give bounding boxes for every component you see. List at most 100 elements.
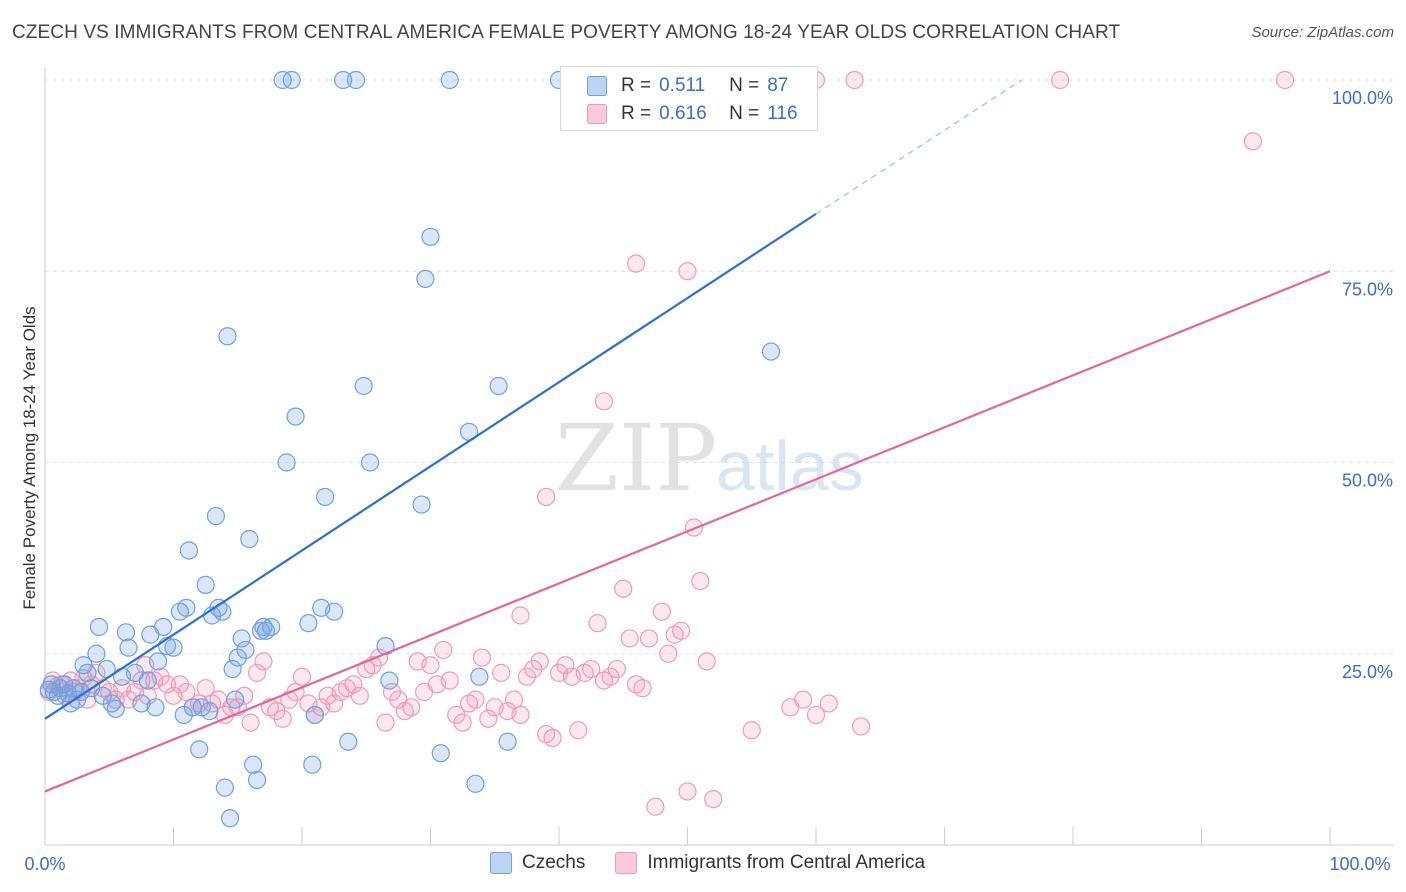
x-tick-label-min: 0.0% xyxy=(24,854,65,874)
watermark-atlas: atlas xyxy=(716,427,864,505)
czechs-point xyxy=(277,453,296,472)
immigrants-point xyxy=(639,629,659,648)
czechs-point xyxy=(78,663,97,682)
czechs-point xyxy=(361,453,380,472)
immigrants-point xyxy=(344,675,363,694)
immigrants-point xyxy=(646,797,665,816)
immigrants-point xyxy=(466,690,485,709)
czechs-point xyxy=(240,529,259,549)
immigrants-point xyxy=(659,644,678,663)
czechs-point xyxy=(55,675,74,694)
immigrants-point xyxy=(196,679,215,698)
stats-legend: R = 0.511 N = 87 R = 0.616 N = 116 xyxy=(560,66,818,131)
czechs-point xyxy=(262,617,281,637)
legend-immigrants-label: Immigrants from Central America xyxy=(647,852,926,873)
czechs-n-value: 87 xyxy=(767,75,789,96)
czechs-point xyxy=(89,617,109,637)
czechs-point xyxy=(146,698,165,717)
y-tick-label: 75.0% xyxy=(1342,279,1393,299)
czechs-point xyxy=(489,376,508,396)
y-tick-label: 100.0% xyxy=(1332,88,1393,108)
immigrants-point xyxy=(511,705,530,725)
czechs-point xyxy=(761,342,781,361)
chart-title: CZECH VS IMMIGRANTS FROM CENTRAL AMERICA… xyxy=(12,22,1121,43)
immigrants-point xyxy=(530,652,549,671)
immigrants-point xyxy=(479,709,498,728)
immigrants-point xyxy=(177,682,196,702)
immigrants-point xyxy=(845,70,864,90)
immigrants-point xyxy=(684,518,704,537)
czechs-point xyxy=(498,732,517,751)
czechs-point xyxy=(132,694,151,713)
czechs-point xyxy=(466,774,485,793)
immigrants-point xyxy=(607,659,626,679)
czechs-point xyxy=(303,755,322,774)
czechs-point xyxy=(220,809,240,828)
czechs-point xyxy=(164,638,183,657)
y-axis-label: Female Poverty Among 18-24 Year Olds xyxy=(20,306,39,610)
czechs-swatch xyxy=(587,76,607,96)
czechs-point xyxy=(299,614,318,633)
czechs-point xyxy=(416,269,435,288)
immigrants-point xyxy=(350,686,369,705)
immigrants-point xyxy=(504,690,524,709)
czechs-point xyxy=(316,487,335,507)
czechs-point xyxy=(286,407,305,426)
czechs-point xyxy=(236,640,255,660)
czechs-point xyxy=(148,652,168,671)
immigrants-point xyxy=(704,789,723,809)
immigrants-point xyxy=(511,606,530,625)
czechs-point xyxy=(228,648,247,667)
immigrants-point xyxy=(556,656,575,675)
czechs-point xyxy=(218,327,237,346)
immigrants-point xyxy=(241,713,260,732)
czechs-point xyxy=(232,629,251,648)
immigrants-point xyxy=(472,648,491,667)
czechs-point xyxy=(325,602,344,621)
immigrants-r-value: 0.616 xyxy=(659,103,707,124)
immigrants-point xyxy=(678,782,697,801)
immigrants-point xyxy=(742,721,761,740)
immigrants-point xyxy=(543,728,562,748)
legend-czechs-swatch xyxy=(490,852,512,874)
immigrants-trend-line xyxy=(44,270,1331,793)
immigrants-point xyxy=(678,262,697,281)
tick-labels: 25.0% 50.0% 75.0% 100.0% 0.0% 100.0% xyxy=(24,88,1393,874)
immigrants-point xyxy=(582,659,601,679)
czechs-point xyxy=(412,495,431,514)
watermark-zip: ZIP xyxy=(555,405,717,512)
immigrants-point xyxy=(588,614,607,633)
immigrants-point xyxy=(157,675,177,694)
immigrants-r-label: R = xyxy=(621,103,652,124)
czechs-point xyxy=(339,732,358,751)
trend-lines xyxy=(44,79,1331,793)
czechs-point xyxy=(247,770,267,790)
czechs-point xyxy=(226,690,245,709)
immigrants-point xyxy=(1051,70,1070,90)
immigrants-point xyxy=(671,621,691,640)
immigrants-point xyxy=(247,663,267,682)
immigrants-point xyxy=(614,579,633,598)
immigrants-point xyxy=(620,629,639,648)
immigrants-point xyxy=(453,713,472,732)
immigrants-point xyxy=(691,571,710,591)
immigrants-point xyxy=(440,671,459,690)
czechs-point xyxy=(119,638,138,657)
immigrants-point xyxy=(851,717,871,736)
czechs-point xyxy=(206,506,226,526)
source-label: Source: ZipAtlas.com xyxy=(1251,24,1394,41)
czechs-r-value: 0.511 xyxy=(659,75,706,96)
czechs-point xyxy=(106,699,125,718)
immigrants-point xyxy=(325,694,344,713)
czechs-points xyxy=(39,70,781,828)
czechs-trend-extension xyxy=(815,79,1022,215)
immigrants-point xyxy=(402,698,421,717)
grid-lines xyxy=(45,79,1393,655)
immigrants-point xyxy=(273,709,292,728)
czechs-point xyxy=(196,575,215,595)
czechs-point xyxy=(223,659,242,679)
immigrants-point xyxy=(254,652,273,671)
czechs-point xyxy=(244,755,263,774)
immigrants-point xyxy=(537,487,556,507)
